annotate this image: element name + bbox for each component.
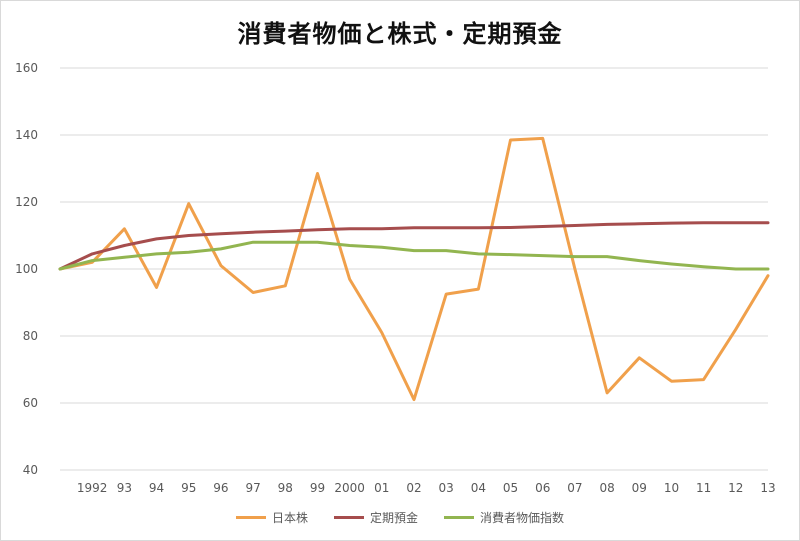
x-tick-label: 99 [310, 481, 325, 495]
x-tick-label: 01 [374, 481, 389, 495]
x-tick-label: 98 [278, 481, 293, 495]
x-tick-label: 12 [728, 481, 743, 495]
legend-item: 消費者物価指数 [444, 509, 564, 526]
x-tick-label: 1992 [77, 481, 108, 495]
y-tick-label: 160 [15, 61, 38, 75]
legend-item: 日本株 [235, 509, 308, 526]
gridlines [60, 67, 768, 471]
y-axis-ticks: 40 60 80 100 120 140 160 [15, 61, 38, 477]
series-line-3 [58, 240, 770, 271]
x-tick-label: 93 [117, 481, 132, 495]
x-tick-label: 08 [599, 481, 614, 495]
x-tick-label: 96 [213, 481, 228, 495]
x-tick-label: 94 [149, 481, 164, 495]
x-tick-label: 09 [632, 481, 647, 495]
y-tick-label: 40 [23, 463, 38, 477]
x-tick-label: 95 [181, 481, 196, 495]
legend-label: 消費者物価指数 [480, 511, 565, 525]
x-tick-label: 07 [567, 481, 582, 495]
x-tick-label: 05 [503, 481, 518, 495]
x-tick-label: 11 [696, 481, 711, 495]
y-tick-label: 120 [15, 195, 38, 209]
legend-label: 日本株 [271, 511, 308, 525]
x-axis-ticks: 1992 93 94 95 96 97 98 99 2000 01 02 03 04 05 06 07 08 09… [77, 481, 776, 495]
x-tick-label: 02 [406, 481, 421, 495]
series-line-1 [58, 136, 770, 402]
y-tick-label: 100 [15, 262, 38, 276]
legend-swatch [235, 516, 266, 519]
x-tick-label: 2000 [334, 481, 365, 495]
legend-item: 定期預金 [333, 509, 418, 526]
x-tick-label: 10 [664, 481, 679, 495]
x-tick-label: 06 [535, 481, 550, 495]
legend-label: 定期預金 [369, 511, 418, 525]
chart-title: 消費者物価と株式・定期預金 [237, 20, 563, 48]
series-line-2 [58, 221, 770, 271]
x-tick-label: 13 [760, 481, 775, 495]
x-tick-label: 97 [245, 481, 260, 495]
legend-swatch [444, 516, 474, 519]
legend: 日本株 定期預金 消費者物価指数 [0, 509, 800, 526]
y-tick-label: 80 [23, 329, 38, 343]
series-lines [58, 136, 770, 402]
y-tick-label: 140 [15, 128, 38, 142]
legend-swatch [333, 516, 364, 519]
x-tick-label: 04 [471, 481, 486, 495]
y-tick-label: 60 [23, 396, 38, 410]
x-tick-label: 03 [439, 481, 454, 495]
